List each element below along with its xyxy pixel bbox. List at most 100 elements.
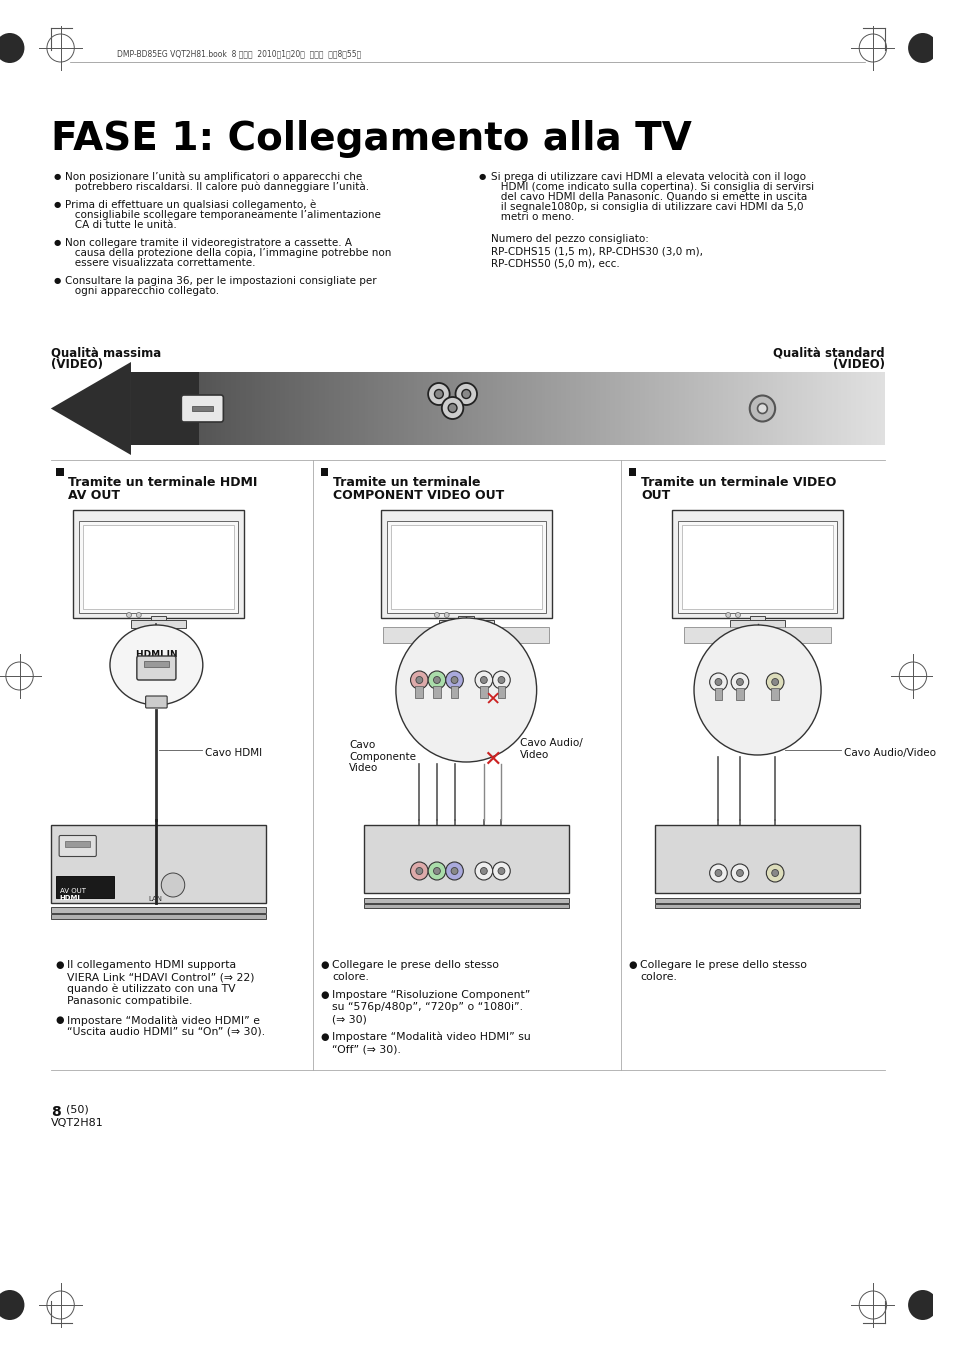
- Bar: [654, 372, 656, 444]
- Bar: [338, 372, 340, 444]
- Circle shape: [410, 862, 428, 880]
- Bar: [414, 372, 416, 444]
- Circle shape: [395, 617, 537, 762]
- Text: Si prega di utilizzare cavi HDMI a elevata velocità con il logo: Si prega di utilizzare cavi HDMI a eleva…: [490, 172, 805, 182]
- Bar: [684, 372, 686, 444]
- Circle shape: [445, 671, 463, 689]
- Bar: [385, 372, 387, 444]
- Circle shape: [693, 626, 821, 755]
- Bar: [432, 372, 434, 444]
- Circle shape: [497, 677, 504, 684]
- Bar: [596, 372, 598, 444]
- Bar: [507, 372, 509, 444]
- Bar: [402, 372, 404, 444]
- Bar: [558, 372, 560, 444]
- Text: “Off” (⇒ 30).: “Off” (⇒ 30).: [332, 1044, 401, 1054]
- Bar: [383, 627, 549, 643]
- Bar: [140, 372, 142, 444]
- Bar: [144, 661, 169, 667]
- Bar: [424, 372, 426, 444]
- Bar: [178, 372, 180, 444]
- Bar: [325, 372, 327, 444]
- Text: ●: ●: [55, 1015, 64, 1025]
- Bar: [580, 372, 582, 444]
- Bar: [831, 372, 833, 444]
- Bar: [761, 372, 763, 444]
- Circle shape: [715, 678, 721, 685]
- Bar: [370, 372, 372, 444]
- Bar: [374, 372, 375, 444]
- Bar: [571, 372, 573, 444]
- Bar: [287, 372, 289, 444]
- Bar: [349, 372, 351, 444]
- Bar: [692, 372, 694, 444]
- Circle shape: [127, 612, 132, 617]
- Bar: [567, 372, 569, 444]
- Bar: [868, 372, 870, 444]
- Bar: [825, 372, 827, 444]
- Bar: [557, 372, 558, 444]
- Bar: [395, 372, 396, 444]
- Bar: [492, 372, 494, 444]
- Text: COMPONENT: COMPONENT: [388, 631, 428, 636]
- Text: Impostare “Modalità video HDMI” e: Impostare “Modalità video HDMI” e: [68, 1015, 260, 1025]
- Bar: [406, 372, 408, 444]
- Bar: [678, 521, 837, 613]
- Bar: [575, 372, 577, 444]
- Bar: [846, 372, 848, 444]
- Circle shape: [161, 873, 185, 897]
- Bar: [244, 372, 246, 444]
- Bar: [138, 372, 140, 444]
- Ellipse shape: [110, 626, 203, 705]
- Circle shape: [416, 867, 422, 874]
- Bar: [186, 372, 188, 444]
- Bar: [415, 686, 423, 698]
- Bar: [191, 372, 193, 444]
- Bar: [157, 372, 159, 444]
- Text: ●: ●: [320, 1032, 329, 1042]
- Bar: [380, 509, 551, 617]
- Text: (50): (50): [67, 1105, 90, 1115]
- Bar: [641, 372, 642, 444]
- Bar: [219, 372, 221, 444]
- Bar: [368, 372, 370, 444]
- Bar: [453, 372, 455, 444]
- Bar: [763, 372, 765, 444]
- Bar: [426, 372, 428, 444]
- Bar: [569, 372, 571, 444]
- Text: VIERA Link “HDAVI Control” (⇒ 22): VIERA Link “HDAVI Control” (⇒ 22): [68, 971, 254, 982]
- Bar: [497, 686, 505, 698]
- Bar: [639, 372, 641, 444]
- Bar: [632, 372, 634, 444]
- Bar: [801, 372, 802, 444]
- Bar: [541, 372, 543, 444]
- Bar: [134, 372, 136, 444]
- Bar: [721, 372, 723, 444]
- Bar: [351, 372, 353, 444]
- Bar: [291, 372, 293, 444]
- Bar: [428, 372, 430, 444]
- Bar: [505, 372, 507, 444]
- Bar: [300, 372, 302, 444]
- Bar: [748, 372, 750, 444]
- Bar: [363, 825, 568, 893]
- Bar: [777, 372, 779, 444]
- Text: R    L: R L: [480, 638, 497, 642]
- Bar: [663, 372, 665, 444]
- Bar: [196, 372, 198, 444]
- Bar: [856, 372, 858, 444]
- Bar: [381, 372, 383, 444]
- Bar: [387, 372, 389, 444]
- Bar: [547, 372, 549, 444]
- Bar: [483, 372, 485, 444]
- Bar: [265, 372, 266, 444]
- Bar: [713, 372, 715, 444]
- Bar: [797, 372, 799, 444]
- Bar: [285, 372, 287, 444]
- Bar: [650, 372, 652, 444]
- Bar: [810, 372, 812, 444]
- Bar: [532, 372, 534, 444]
- Bar: [304, 372, 306, 444]
- Bar: [769, 372, 771, 444]
- Bar: [227, 372, 229, 444]
